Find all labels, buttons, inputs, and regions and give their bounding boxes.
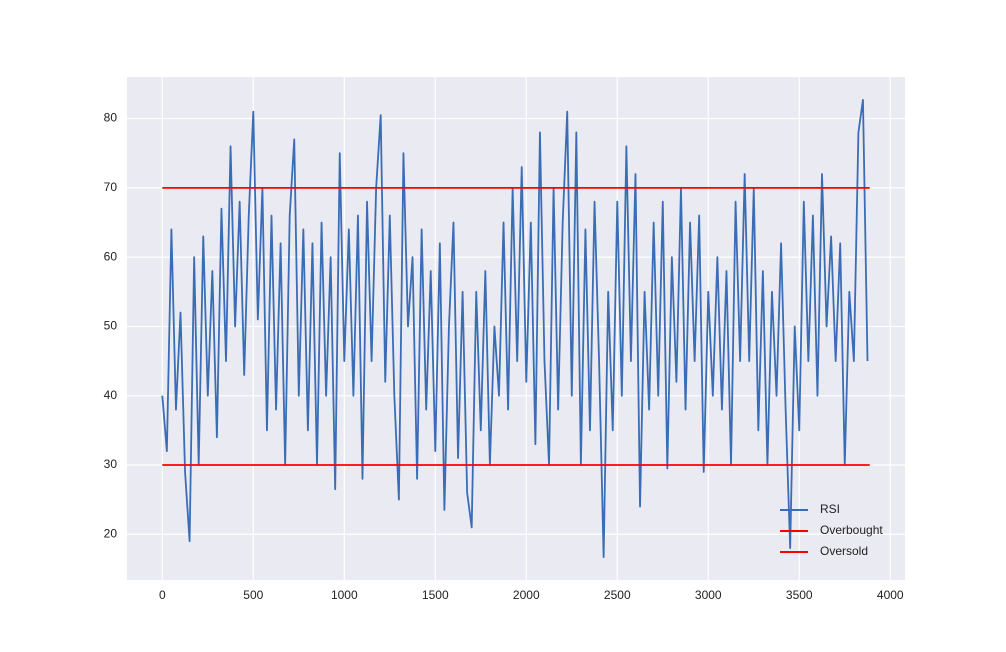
x-tick-label: 3000 xyxy=(695,588,722,602)
legend-label: RSI xyxy=(820,502,840,516)
y-tick-label: 20 xyxy=(104,526,118,540)
y-tick-label: 40 xyxy=(104,388,118,402)
series-line xyxy=(161,98,869,559)
x-tick-label: 0 xyxy=(159,588,166,602)
x-tick-label: 2000 xyxy=(513,588,540,602)
y-tick-label: 70 xyxy=(104,180,118,194)
x-tick-label: 2500 xyxy=(604,588,631,602)
legend-label: Overbought xyxy=(820,523,883,537)
x-tick-label: 4000 xyxy=(877,588,904,602)
x-tick-label: 3500 xyxy=(786,588,813,602)
y-tick-label: 60 xyxy=(104,249,118,263)
y-tick-label: 50 xyxy=(104,319,118,333)
legend-label: Oversold xyxy=(820,544,868,558)
x-tick-label: 500 xyxy=(243,588,263,602)
x-tick-label: 1500 xyxy=(422,588,449,602)
y-tick-label: 30 xyxy=(104,457,118,471)
y-tick-label: 80 xyxy=(104,111,118,125)
x-tick-label: 1000 xyxy=(331,588,358,602)
